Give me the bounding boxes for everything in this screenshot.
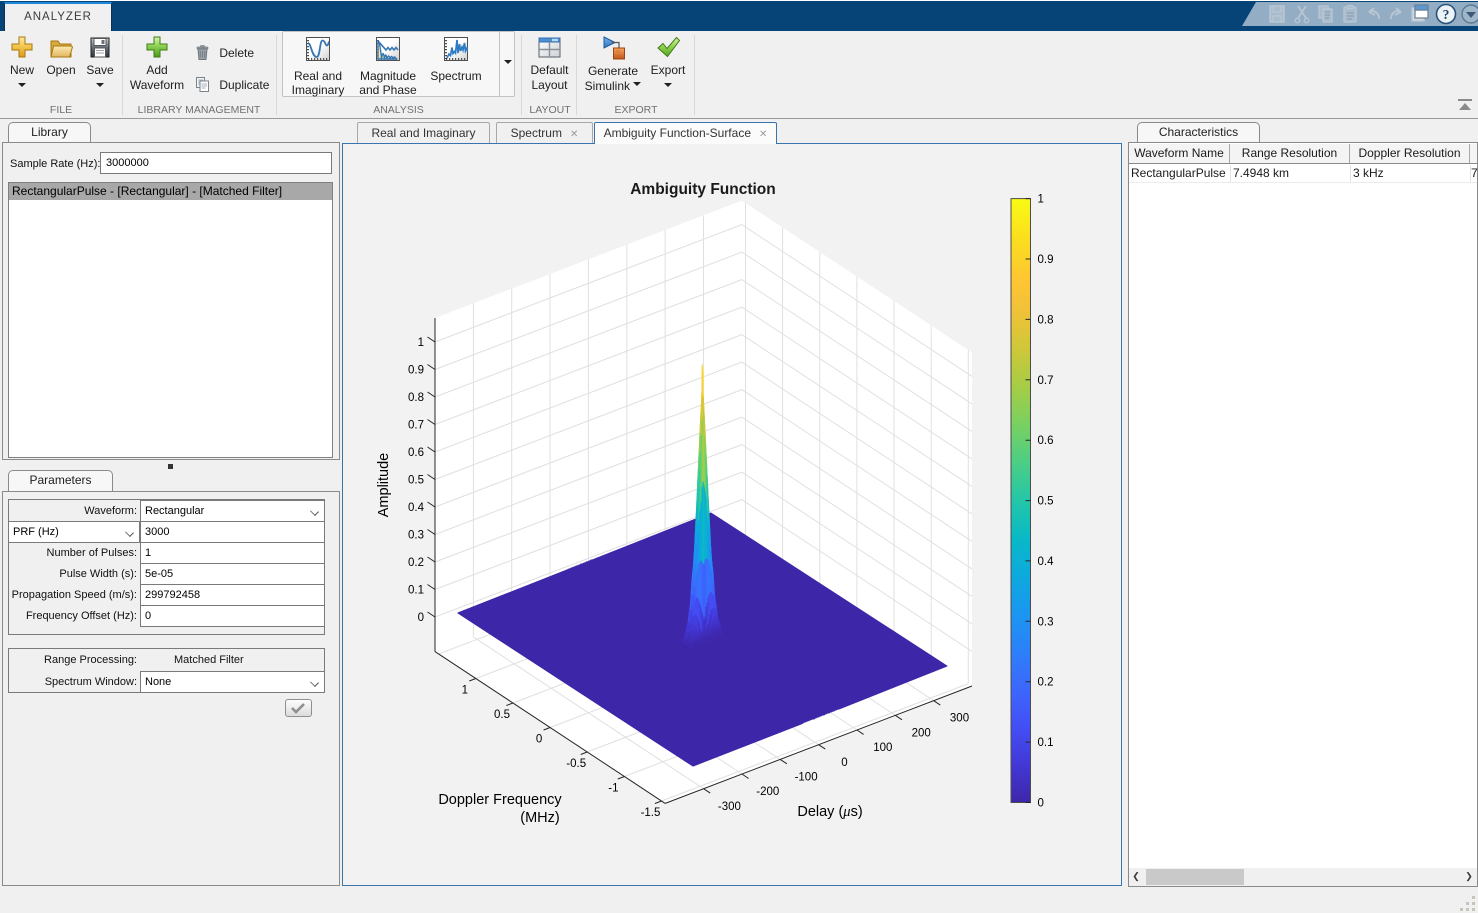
svg-text:1: 1 (418, 337, 424, 349)
svg-text:-1.5: -1.5 (641, 807, 661, 819)
svg-text:?: ? (1443, 7, 1450, 22)
svg-text:-200: -200 (756, 786, 779, 798)
svg-text:0.8: 0.8 (408, 392, 424, 404)
svg-text:0.9: 0.9 (1038, 254, 1054, 266)
svg-text:0.7: 0.7 (1038, 375, 1054, 387)
svg-text:0.2: 0.2 (408, 557, 424, 569)
svg-text:0.8: 0.8 (1038, 314, 1054, 326)
svg-text:(MHz): (MHz) (520, 810, 559, 826)
svg-text:Ambiguity Function: Ambiguity Function (630, 181, 776, 198)
svg-text:0.6: 0.6 (1038, 435, 1054, 447)
svg-text:0.5: 0.5 (408, 475, 424, 487)
svg-text:-300: -300 (718, 801, 741, 813)
svg-text:Delay (μs): Delay (μs) (797, 804, 862, 820)
svg-text:0: 0 (1038, 798, 1044, 810)
svg-text:1: 1 (462, 685, 468, 697)
svg-text:0: 0 (536, 734, 542, 746)
svg-text:0.4: 0.4 (408, 502, 425, 514)
svg-text:-1: -1 (608, 783, 618, 795)
svg-text:0.5: 0.5 (1038, 496, 1054, 508)
svg-text:0.7: 0.7 (408, 420, 424, 432)
svg-text:0: 0 (841, 757, 847, 769)
svg-text:0.3: 0.3 (408, 530, 424, 542)
svg-text:0.1: 0.1 (408, 585, 424, 597)
svg-text:0: 0 (418, 612, 424, 624)
svg-text:0.1: 0.1 (1038, 737, 1054, 749)
svg-text:200: 200 (912, 727, 931, 739)
svg-text:Doppler Frequency: Doppler Frequency (438, 792, 562, 808)
svg-text:0.4: 0.4 (1038, 556, 1055, 568)
svg-text:0.6: 0.6 (408, 447, 424, 459)
svg-text:0.5: 0.5 (494, 709, 510, 721)
svg-text:1: 1 (1038, 194, 1044, 206)
svg-text:-100: -100 (795, 771, 818, 783)
svg-text:100: 100 (873, 742, 892, 754)
svg-text:300: 300 (950, 713, 969, 725)
svg-text:0.3: 0.3 (1038, 616, 1054, 628)
svg-text:Amplitude: Amplitude (376, 453, 392, 517)
svg-text:0.9: 0.9 (408, 365, 424, 377)
svg-text:0.2: 0.2 (1038, 677, 1054, 689)
svg-text:-0.5: -0.5 (566, 758, 586, 770)
